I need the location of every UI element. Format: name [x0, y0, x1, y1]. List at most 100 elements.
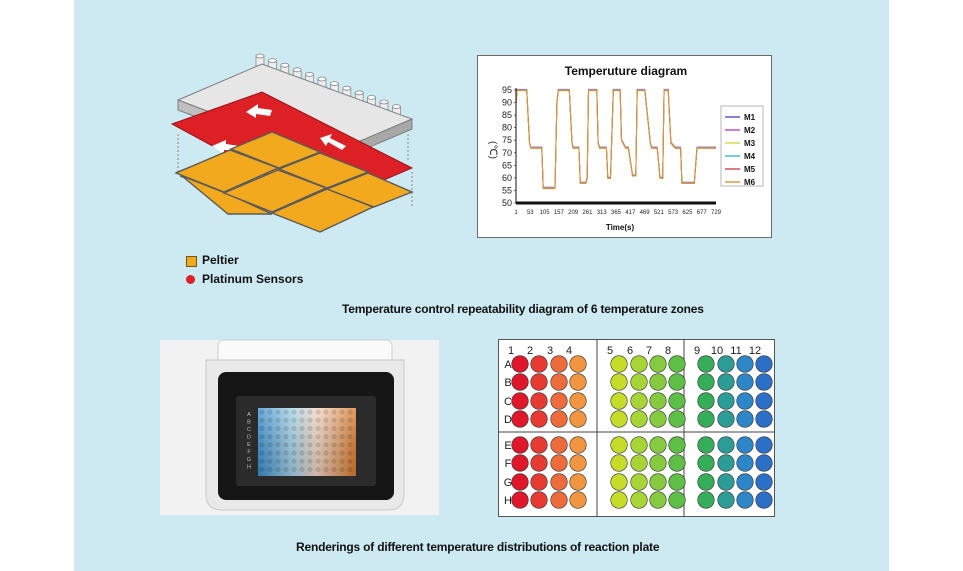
- plate-well: [530, 436, 548, 454]
- photo-well: [323, 450, 329, 456]
- plate-well: [511, 473, 529, 491]
- plate-well: [530, 355, 548, 373]
- photo-well: [331, 450, 337, 456]
- chart-x-axis-label: Time(s): [606, 223, 635, 232]
- plate-well: [530, 491, 548, 509]
- photo-well: [267, 434, 273, 440]
- chart-y-tick-label: 50: [502, 198, 512, 208]
- plate-well: [511, 373, 529, 391]
- plate-well: [610, 454, 628, 472]
- top-caption: Temperature control repeatability diagra…: [342, 302, 704, 316]
- photo-well: [291, 434, 297, 440]
- photo-well: [259, 409, 265, 415]
- photo-well: [315, 450, 321, 456]
- photo-well: [307, 450, 313, 456]
- plate-well: [697, 373, 715, 391]
- photo-well: [283, 442, 289, 448]
- plate-well: [717, 392, 735, 410]
- photo-well: [275, 466, 281, 472]
- plate-well: [630, 373, 648, 391]
- photo-well: [299, 434, 305, 440]
- photo-well: [347, 466, 353, 472]
- plate-well: [630, 410, 648, 428]
- plate-well: [550, 491, 568, 509]
- photo-well: [323, 409, 329, 415]
- plate-well: [630, 355, 648, 373]
- plate-column-label: 4: [566, 345, 572, 357]
- photo-well: [323, 425, 329, 431]
- plate-column-label: 12: [749, 345, 761, 357]
- photo-well: [307, 409, 313, 415]
- photo-well: [283, 466, 289, 472]
- plate-well: [530, 392, 548, 410]
- photo-well: [259, 442, 265, 448]
- photo-row-letter: F: [247, 450, 251, 456]
- plate-well: [697, 392, 715, 410]
- plate-well: [736, 410, 754, 428]
- chart-legend-label: M4: [744, 152, 756, 161]
- plate-well: [550, 454, 568, 472]
- plate-well: [630, 473, 648, 491]
- chart-x-tick-label: 729: [711, 210, 722, 216]
- plate-column-label: 10: [711, 345, 723, 357]
- plate-well: [550, 436, 568, 454]
- plate-well: [736, 373, 754, 391]
- photo-well: [339, 417, 345, 423]
- chart-x-tick-label: 209: [568, 210, 579, 216]
- plate-well: [649, 392, 667, 410]
- chart-series-line-M6: [515, 90, 716, 190]
- plate-well: [717, 436, 735, 454]
- plate-row-label: G: [504, 477, 513, 489]
- chart-svg: Temperuture diagram (℃) Time(s) 95 90 85 80…: [487, 64, 764, 232]
- arrow-icon: [246, 104, 272, 118]
- photo-well: [299, 458, 305, 464]
- plate-well: [550, 392, 568, 410]
- photo-well: [323, 442, 329, 448]
- plate-row-label: C: [504, 396, 512, 408]
- plate-well: [736, 436, 754, 454]
- plate-well: [668, 355, 686, 373]
- plate-well: [697, 454, 715, 472]
- photo-well: [267, 442, 273, 448]
- photo-well: [315, 442, 321, 448]
- photo-well: [275, 417, 281, 423]
- chart-y-tick-label: 75: [502, 135, 512, 145]
- plate-well: [668, 392, 686, 410]
- photo-well: [307, 417, 313, 423]
- plate-well: [610, 373, 628, 391]
- photo-well: [267, 450, 273, 456]
- plate-well: [569, 454, 587, 472]
- peltier-grid: [174, 131, 414, 233]
- plate-well: [717, 373, 735, 391]
- plate-well: [610, 491, 628, 509]
- photo-well: [259, 417, 265, 423]
- chart-x-tick-label: 677: [697, 210, 708, 216]
- plate-well: [649, 373, 667, 391]
- photo-well: [315, 409, 321, 415]
- photo-row-letter: A: [247, 412, 251, 418]
- guide-lines: [177, 134, 413, 208]
- photo-well: [283, 434, 289, 440]
- photo-well: [331, 458, 337, 464]
- plate-well: [649, 355, 667, 373]
- legend-peltier-label: Peltier: [202, 253, 239, 267]
- plate-well: [697, 410, 715, 428]
- plate-well: [736, 392, 754, 410]
- plate-well: [610, 392, 628, 410]
- plate-well: [668, 436, 686, 454]
- plate-well: [736, 473, 754, 491]
- chart-legend-label: M1: [744, 113, 756, 122]
- chart-y-tick-label: 60: [502, 173, 512, 183]
- chart-x-tick-label: 365: [611, 210, 622, 216]
- plate-well: [511, 436, 529, 454]
- photo-well: [267, 458, 273, 464]
- plate-well: [697, 473, 715, 491]
- photo-well: [315, 458, 321, 464]
- plate-well: [755, 491, 773, 509]
- chart-title: Temperuture diagram: [565, 64, 687, 78]
- bottom-caption: Renderings of different temperature dist…: [296, 540, 660, 554]
- plate-well: [697, 355, 715, 373]
- plate-well: [668, 410, 686, 428]
- plate-well: [717, 355, 735, 373]
